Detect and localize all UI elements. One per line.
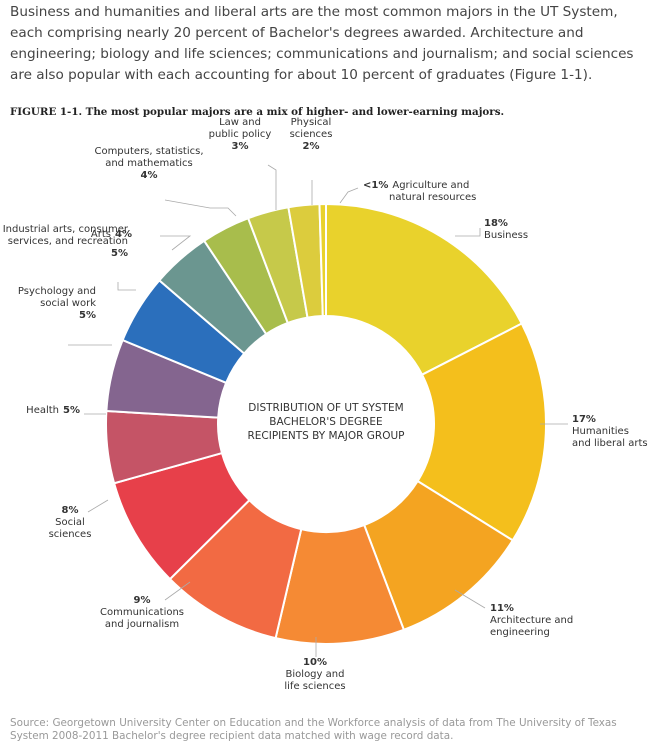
leader-line xyxy=(117,282,136,291)
leader-line xyxy=(87,499,109,513)
slice-label: Health 5% xyxy=(26,405,80,416)
intro-paragraph: Business and humanities and liberal arts… xyxy=(10,4,634,83)
leader-line xyxy=(164,199,237,217)
leader-line xyxy=(267,164,277,210)
leader-line xyxy=(160,235,192,251)
center-caption: RECIPIENTS BY MAJOR GROUP xyxy=(247,430,404,442)
leader-line xyxy=(455,228,481,237)
slice-label: Computers, statistics, and mathematics 4% xyxy=(94,146,203,181)
slice-label: 11% Architecture and engineering xyxy=(490,603,573,638)
center-caption: DISTRIBUTION OF UT SYSTEM xyxy=(248,402,403,414)
slice-label: 10% Biology and life sciences xyxy=(284,657,345,692)
figure-title: FIGURE 1-1. The most popular majors are … xyxy=(10,106,505,118)
slice-label: 18% Business xyxy=(484,218,528,241)
slice-label: Physical sciences 2% xyxy=(290,117,333,152)
leader-line xyxy=(164,581,191,601)
donut-slice xyxy=(416,322,547,542)
slice-label: Law and public policy 3% xyxy=(209,117,272,152)
donut-slice xyxy=(325,202,524,377)
slice-label: Arts 4% xyxy=(91,229,132,240)
slice-label: Psychology and social work 5% xyxy=(18,286,96,321)
slice-label: Industrial arts, consumer services, and r… xyxy=(3,224,129,259)
slice-label: 8% Social sciences xyxy=(49,505,92,540)
slice-label: <1% Agriculture and natural resources xyxy=(363,180,476,203)
leader-line xyxy=(454,589,486,609)
source-note: Source: Georgetown University Center on … xyxy=(10,717,617,742)
center-caption: BACHELOR'S DEGREE xyxy=(269,416,382,428)
leader-line xyxy=(339,187,359,204)
slice-label: 9% Communications and journalism xyxy=(100,595,184,630)
donut-slice xyxy=(318,202,327,318)
slice-label: 17% Humanities and liberal arts xyxy=(572,414,648,449)
